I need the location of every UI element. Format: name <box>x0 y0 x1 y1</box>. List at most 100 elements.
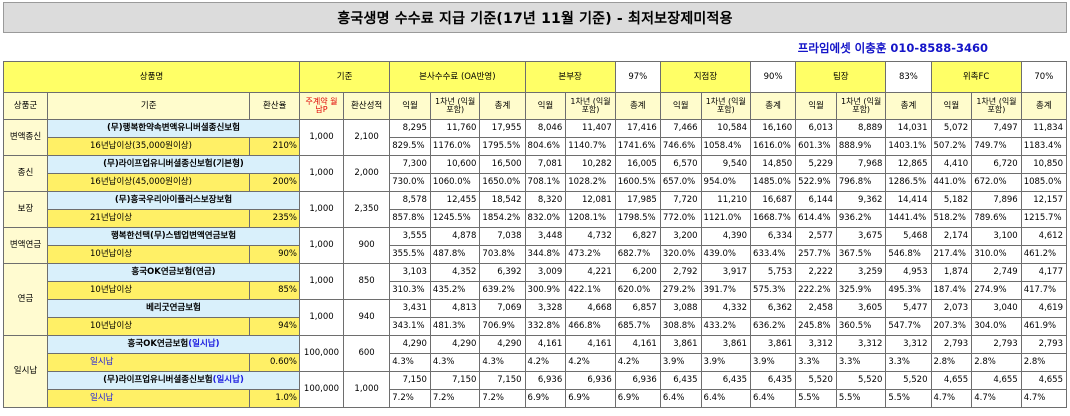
commission-branch: 3,200 <box>659 227 702 246</box>
commission-pct-fc: 187.4% <box>930 281 973 300</box>
commission-fc: 5,072 <box>930 119 973 138</box>
product-group: 연금 <box>3 263 48 336</box>
converted-performance: 1,000 <box>342 371 391 408</box>
commission-pct-team: 3.3% <box>795 353 837 372</box>
header-fc-y1: 1차년 (익월포함) <box>971 92 1022 120</box>
commission-pct-head: 4.2% <box>614 353 661 372</box>
commission-pct-hq: 1245.5% <box>429 209 481 228</box>
commission-team: 5,520 <box>885 371 932 390</box>
header-basis: 기준 <box>298 61 391 93</box>
commission-pct-team: 3.3% <box>885 353 932 372</box>
header-hq-m1: 익월 <box>389 92 431 120</box>
commission-hq: 12,455 <box>429 191 481 210</box>
commission-head: 4,161 <box>565 335 616 354</box>
commission-pct-fc: 1085.0% <box>1020 173 1068 192</box>
product-group: 종신 <box>3 155 48 192</box>
product-group: 일시납 <box>3 335 48 408</box>
product-name-text: (무)라이프업유니버셜종신보험(기본형) <box>103 159 244 170</box>
commission-pct-hq: 1176.0% <box>429 137 481 156</box>
commission-team: 3,312 <box>795 335 837 354</box>
product-detail-row: 21년납이상 235% 857.8% 1245.5% 1854.2% 832.0% 1208… <box>4 209 1068 228</box>
commission-hq: 7,150 <box>479 371 526 390</box>
commission-branch: 3,861 <box>700 335 752 354</box>
commission-hq: 10,600 <box>429 155 481 174</box>
commission-hq: 3,103 <box>389 263 431 282</box>
commission-pct-head: 832.0% <box>524 209 567 228</box>
commission-team: 5,477 <box>885 299 932 318</box>
commission-pct-team: 547.7% <box>885 317 932 336</box>
commission-pct-branch: 1616.0% <box>750 137 797 156</box>
commission-pct-branch: 391.7% <box>700 281 752 300</box>
commission-fc: 10,850 <box>1020 155 1068 174</box>
commission-pct-fc: 507.2% <box>930 137 973 156</box>
commission-pct-team: 5.5% <box>885 389 932 408</box>
converted-performance: 900 <box>342 227 391 264</box>
commission-pct-hq: 1854.2% <box>479 209 526 228</box>
commission-fc: 12,157 <box>1020 191 1068 210</box>
commission-pct-branch: 1668.7% <box>750 209 797 228</box>
commission-pct-head: 1798.5% <box>614 209 661 228</box>
commission-pct-team: 5.5% <box>835 389 887 408</box>
commission-hq: 8,295 <box>389 119 431 138</box>
commission-pct-team: 222.2% <box>795 281 837 300</box>
commission-pct-hq: 639.2% <box>479 281 526 300</box>
commission-branch: 11,210 <box>700 191 752 210</box>
commission-fc: 5,182 <box>930 191 973 210</box>
commission-pct-team: 360.5% <box>835 317 887 336</box>
commission-pct-head: 1208.1% <box>565 209 616 228</box>
monthly-premium: 1,000 <box>298 155 344 192</box>
commission-branch: 9,540 <box>700 155 752 174</box>
commission-team: 7,968 <box>835 155 887 174</box>
commission-pct-head: 1600.5% <box>614 173 661 192</box>
commission-pct-branch: 433.2% <box>700 317 752 336</box>
commission-pct-branch: 636.2% <box>750 317 797 336</box>
product-row: 변액종신 (무)행복한약속변액유니버셜종신보험 1,000 2,100 8,295 11,… <box>3 119 1068 156</box>
commission-pct-branch: 3.9% <box>659 353 702 372</box>
monthly-premium: 1,000 <box>298 227 344 264</box>
commission-pct-branch: 575.3% <box>750 281 797 300</box>
commission-pct-team: 5.5% <box>795 389 837 408</box>
header-criteria: 기준 <box>46 92 251 120</box>
conversion-rate: 0.60% <box>249 353 300 372</box>
commission-fc: 4,619 <box>1020 299 1068 318</box>
commission-pct-branch: 3.9% <box>700 353 752 372</box>
commission-pct-team: 614.4% <box>795 209 837 228</box>
commission-pct-fc: 4.7% <box>971 389 1022 408</box>
commission-team: 3,312 <box>835 335 887 354</box>
commission-pct-head: 804.6% <box>524 137 567 156</box>
product-row: (무)라이프업유니버셜종신보험(일시납) 100,000 1,000 7,150 7,1… <box>4 371 1068 408</box>
commission-pct-fc: 274.9% <box>971 281 1022 300</box>
product-detail-row: 10년납이상 94% 343.1% 481.3% 706.9% 332.8% 466.8% 6… <box>4 317 1068 336</box>
header-head-total: 총계 <box>614 92 661 120</box>
commission-pct-team: 888.9% <box>835 137 887 156</box>
commission-pct-team: 245.8% <box>795 317 837 336</box>
converted-performance: 2,350 <box>342 191 391 228</box>
commission-pct-branch: 320.0% <box>659 245 702 264</box>
monthly-premium: 1,000 <box>298 119 344 156</box>
commission-branch: 6,435 <box>659 371 702 390</box>
header-branch-total: 총계 <box>750 92 797 120</box>
payment-condition: 10년납이상 <box>46 317 251 336</box>
commission-head: 4,221 <box>565 263 616 282</box>
monthly-premium: 1,000 <box>298 263 344 300</box>
commission-pct-head: 466.8% <box>565 317 616 336</box>
commission-hq: 4,878 <box>429 227 481 246</box>
commission-branch: 3,917 <box>700 263 752 282</box>
header-hq: 본사수수료 (OA반영) <box>389 61 526 93</box>
payment-condition: 10년납이상 <box>46 281 251 300</box>
commission-table: 상품명 기준 본사수수료 (OA반영) 본부장 97% 지점장 90% 팀장 8… <box>3 61 1068 408</box>
commission-pct-branch: 1121.0% <box>700 209 752 228</box>
commission-pct-team: 3.3% <box>835 353 887 372</box>
commission-head: 8,320 <box>524 191 567 210</box>
monthly-premium: 100,000 <box>298 371 344 408</box>
converted-performance: 2,000 <box>342 155 391 192</box>
commission-fc: 4,612 <box>1020 227 1068 246</box>
commission-fc: 4,177 <box>1020 263 1068 282</box>
commission-pct-fc: 2.8% <box>1020 353 1068 372</box>
product-row: 보장 (무)흥국우리아이플러스보장보험 1,000 2,350 8,578 12,455 1… <box>3 191 1068 228</box>
commission-branch: 3,861 <box>750 335 797 354</box>
header-team: 팀장 <box>795 61 887 93</box>
commission-branch: 7,466 <box>659 119 702 138</box>
commission-hq: 7,150 <box>429 371 481 390</box>
commission-pct-fc: 310.0% <box>971 245 1022 264</box>
